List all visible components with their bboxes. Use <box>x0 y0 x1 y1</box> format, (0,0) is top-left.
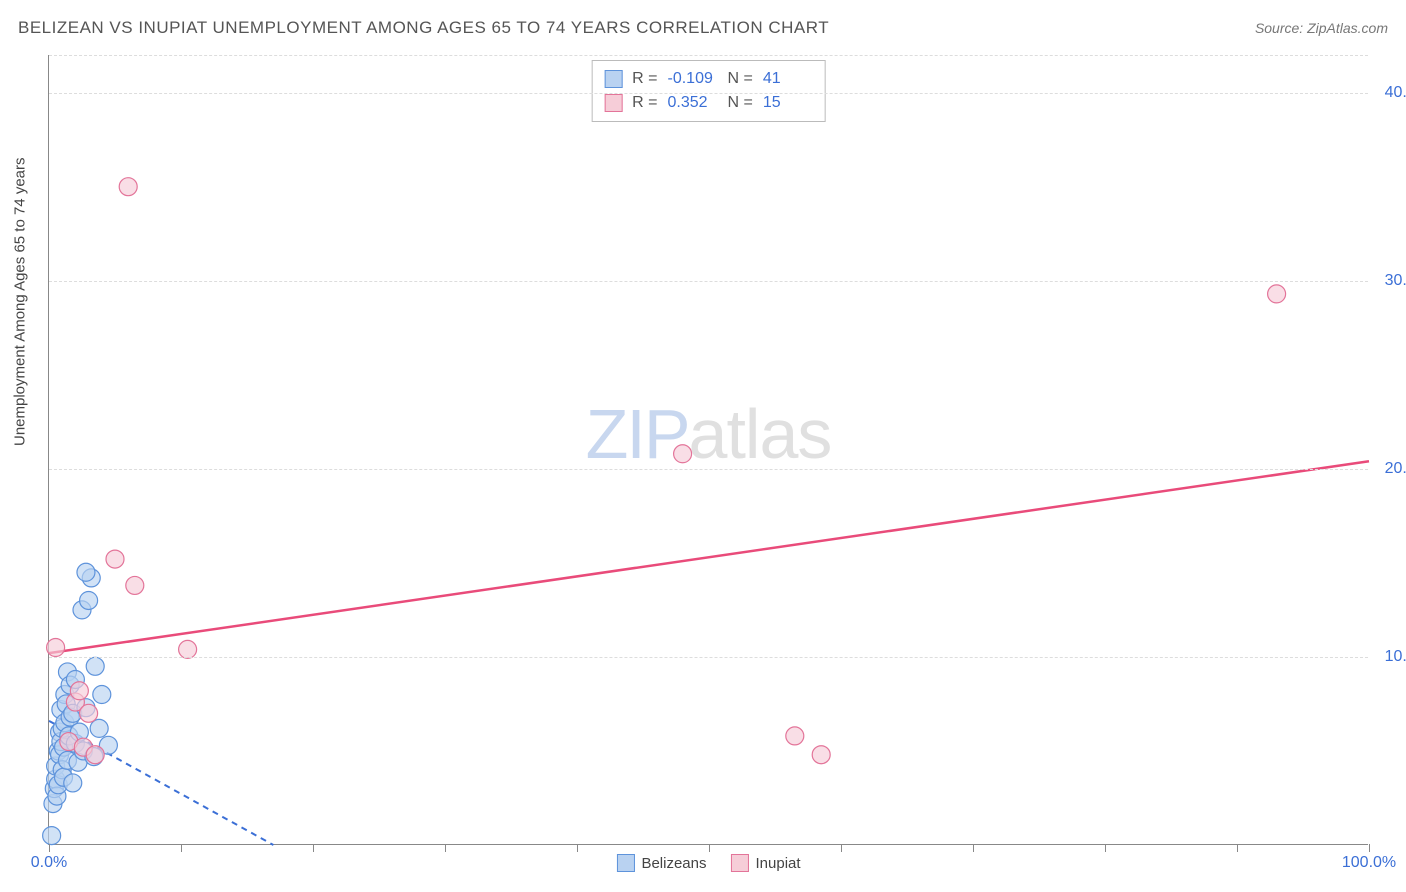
y-tick-label: 10.0% <box>1385 648 1406 666</box>
legend-item-belizeans: Belizeans <box>616 854 706 872</box>
y-tick-label: 40.0% <box>1385 84 1406 102</box>
data-point-inupiat <box>80 704 98 722</box>
chart-header: BELIZEAN VS INUPIAT UNEMPLOYMENT AMONG A… <box>18 18 1388 38</box>
legend-label: Belizeans <box>641 855 706 872</box>
data-point-inupiat <box>674 445 692 463</box>
source-label: Source: <box>1255 20 1303 36</box>
data-point-inupiat <box>86 746 104 764</box>
y-axis-label: Unemployment Among Ages 65 to 74 years <box>12 157 29 446</box>
x-tick <box>49 844 50 852</box>
y-tick-label: 30.0% <box>1385 272 1406 290</box>
x-tick-label: 100.0% <box>1342 854 1396 872</box>
data-point-belizeans <box>80 591 98 609</box>
x-tick <box>181 844 182 852</box>
stats-row-inupiat: R = 0.352 N = 15 <box>604 91 813 115</box>
data-point-inupiat <box>47 639 65 657</box>
scatter-svg <box>49 55 1368 844</box>
x-tick <box>1369 844 1370 852</box>
data-point-inupiat <box>70 682 88 700</box>
legend-label: Inupiat <box>756 855 801 872</box>
data-point-inupiat <box>1268 285 1286 303</box>
swatch-inupiat <box>604 94 622 112</box>
x-tick <box>1105 844 1106 852</box>
data-point-inupiat <box>106 550 124 568</box>
x-tick <box>709 844 710 852</box>
x-tick <box>445 844 446 852</box>
gridline-h <box>49 469 1368 470</box>
n-label: N = <box>728 67 753 91</box>
x-tick-label: 0.0% <box>31 854 67 872</box>
stats-legend-box: R = -0.109 N = 41 R = 0.352 N = 15 <box>591 60 826 122</box>
r-label: R = <box>632 67 657 91</box>
bottom-legend: Belizeans Inupiat <box>616 854 800 872</box>
x-tick <box>577 844 578 852</box>
data-point-belizeans <box>93 686 111 704</box>
swatch-belizeans <box>604 70 622 88</box>
data-point-inupiat <box>119 178 137 196</box>
gridline-h <box>49 281 1368 282</box>
data-point-inupiat <box>126 576 144 594</box>
x-tick <box>1237 844 1238 852</box>
chart-plot-area: ZIPatlas R =-0.109N =41R =0.352N =15 Bel… <box>48 55 1368 845</box>
x-tick <box>841 844 842 852</box>
data-point-inupiat <box>786 727 804 745</box>
data-point-belizeans <box>43 827 61 845</box>
legend-swatch-inupiat <box>731 854 749 872</box>
data-point-belizeans <box>90 719 108 737</box>
data-point-inupiat <box>179 640 197 658</box>
source-name: ZipAtlas.com <box>1307 20 1388 36</box>
trend-line-inupiat <box>49 461 1369 653</box>
data-point-belizeans <box>77 563 95 581</box>
legend-item-inupiat: Inupiat <box>731 854 801 872</box>
y-tick-label: 20.0% <box>1385 460 1406 478</box>
stats-row-belizeans: R = -0.109 N = 41 <box>604 67 813 91</box>
r-label: R = <box>632 91 657 115</box>
legend-swatch-belizeans <box>616 854 634 872</box>
chart-title: BELIZEAN VS INUPIAT UNEMPLOYMENT AMONG A… <box>18 18 829 38</box>
n-label: N = <box>728 91 753 115</box>
gridline-h <box>49 657 1368 658</box>
n-value: 41 <box>763 67 813 91</box>
gridline-h <box>49 93 1368 94</box>
r-value: -0.109 <box>668 67 718 91</box>
r-value: 0.352 <box>668 91 718 115</box>
data-point-belizeans <box>86 657 104 675</box>
source-credit: Source: ZipAtlas.com <box>1255 20 1388 36</box>
x-tick <box>973 844 974 852</box>
x-tick <box>313 844 314 852</box>
data-point-inupiat <box>812 746 830 764</box>
data-point-belizeans <box>64 774 82 792</box>
n-value: 15 <box>763 91 813 115</box>
gridline-h <box>49 55 1368 56</box>
